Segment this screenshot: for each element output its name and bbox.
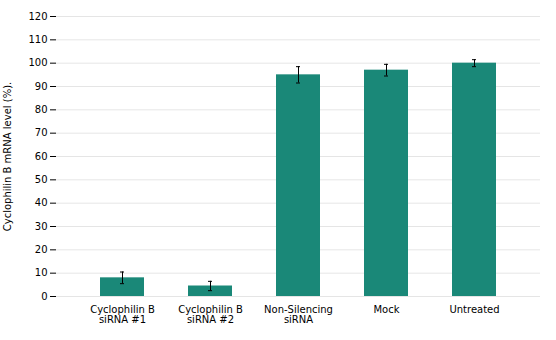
- svg-text:60: 60: [35, 151, 48, 162]
- svg-text:Cyclophilin BsiRNA #2: Cyclophilin BsiRNA #2: [178, 304, 243, 325]
- svg-text:110: 110: [28, 34, 47, 45]
- svg-text:Non-SilencingsiRNA: Non-SilencingsiRNA: [264, 304, 333, 325]
- svg-text:90: 90: [35, 81, 48, 92]
- svg-text:10: 10: [35, 267, 48, 278]
- svg-text:120: 120: [28, 11, 47, 22]
- svg-text:Cyclophilin B mRNA level (%).: Cyclophilin B mRNA level (%).: [2, 82, 13, 232]
- svg-text:40: 40: [35, 197, 48, 208]
- svg-text:80: 80: [35, 104, 48, 115]
- svg-text:Mock: Mock: [373, 304, 399, 315]
- svg-text:20: 20: [35, 244, 48, 255]
- svg-text:100: 100: [28, 57, 47, 68]
- svg-text:Untreated: Untreated: [449, 304, 499, 315]
- svg-text:30: 30: [35, 221, 48, 232]
- svg-text:70: 70: [35, 127, 48, 138]
- svg-text:Cyclophilin BsiRNA #1: Cyclophilin BsiRNA #1: [90, 304, 155, 325]
- svg-text:50: 50: [35, 174, 48, 185]
- svg-text:0: 0: [41, 291, 47, 302]
